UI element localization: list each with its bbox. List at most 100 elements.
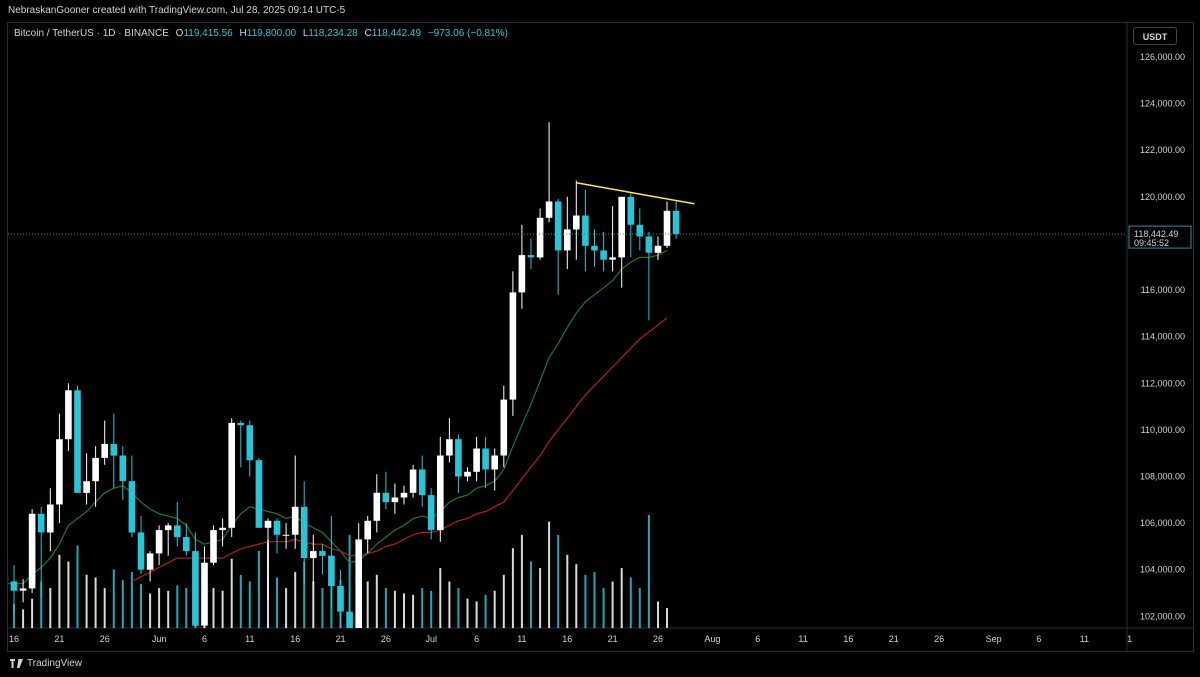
volume-bar (657, 601, 659, 628)
volume-bar (439, 568, 442, 628)
candle (464, 467, 471, 482)
candle-body (409, 469, 417, 493)
candle (155, 525, 163, 566)
candle-body (83, 481, 90, 493)
candle (364, 516, 371, 554)
close-label: C (364, 28, 372, 39)
candle (518, 224, 526, 309)
x-tick-label: Jul (425, 634, 437, 644)
top-bar: NebraskanGooner created with TradingView… (0, 0, 1200, 22)
candle-body (446, 439, 453, 456)
candle (455, 434, 462, 493)
candle-body (282, 534, 290, 536)
candle-body (264, 520, 272, 528)
volume-bar (4, 615, 6, 628)
plot-area (4, 122, 695, 628)
candle-body (554, 201, 562, 251)
volume-bar (312, 581, 315, 628)
volume-bar (511, 548, 514, 628)
candle-body (573, 215, 580, 230)
volume-bar (375, 574, 378, 628)
volume-bar (140, 584, 142, 628)
brand[interactable]: TradingView (10, 658, 82, 669)
candle (500, 385, 508, 468)
candle-body (237, 422, 244, 426)
volume-bar (593, 572, 596, 628)
candle (174, 502, 181, 547)
candle (291, 455, 299, 549)
volume-bar (40, 581, 43, 628)
candle (210, 525, 217, 566)
candle (219, 518, 226, 547)
volume-bar (602, 588, 605, 628)
volume-bar (22, 609, 25, 628)
volume-bar (566, 554, 569, 628)
candle (65, 383, 72, 451)
candle-body (346, 611, 353, 628)
candle (400, 485, 408, 505)
close-value: 118,442.49 (371, 28, 422, 39)
candle-body (382, 492, 390, 503)
candle (582, 189, 589, 272)
candle-body (56, 439, 63, 505)
candle-body (654, 245, 662, 253)
candle-body (427, 495, 435, 531)
volume-bar (76, 545, 79, 628)
x-tick-label: 21 (889, 634, 899, 644)
volume-bar (58, 554, 61, 628)
candle (446, 418, 453, 463)
candle-body (672, 210, 680, 235)
price-tag-box (1128, 225, 1192, 249)
volume-bar (366, 581, 369, 628)
currency-button[interactable]: USDT (1133, 27, 1177, 45)
high-value: 119,800.00 (246, 28, 297, 39)
candle-body (92, 457, 99, 482)
volume-bar (520, 534, 523, 628)
candle-body (273, 520, 281, 535)
candle-body (482, 448, 489, 470)
volume-bar (103, 588, 106, 628)
volume-bar (530, 561, 532, 628)
volume-bar (130, 572, 133, 628)
created-by-text: NebraskanGooner created with TradingView… (8, 5, 346, 16)
candle-body (74, 390, 81, 493)
candle (663, 201, 671, 249)
x-tick-label: 26 (381, 634, 391, 644)
candle (92, 446, 99, 507)
volume-bar (620, 568, 623, 628)
candle-body (491, 455, 498, 470)
candle-body (291, 506, 299, 535)
candle-body (591, 245, 598, 251)
volume-bar (276, 577, 278, 628)
volume-bar (557, 534, 560, 628)
volume-bar (638, 588, 641, 628)
x-tick-label: 6 (202, 634, 207, 644)
symbol-name[interactable]: Bitcoin / TetherUS · 1D · BINANCE (14, 28, 169, 39)
candle (228, 418, 235, 538)
candle (310, 534, 317, 584)
y-tick-label: 110,000.00 (1141, 425, 1185, 435)
candle-body (391, 497, 399, 503)
candle (273, 518, 281, 554)
candle-body (137, 532, 145, 570)
y-tick-label: 114,000.00 (1141, 332, 1185, 342)
candle (146, 551, 154, 582)
trendline (576, 182, 695, 205)
candle (164, 523, 172, 556)
volume-bar (548, 521, 551, 628)
candle (618, 196, 625, 288)
candle-body (183, 537, 190, 552)
candle (101, 420, 108, 465)
candle (437, 436, 444, 542)
candle (355, 523, 362, 628)
candle (536, 208, 544, 260)
x-tick-label: Sep (986, 634, 1002, 644)
candle (591, 229, 598, 267)
volume-bar (294, 572, 297, 628)
candle-body (47, 504, 54, 533)
candle (246, 420, 254, 477)
volume-bar (629, 577, 632, 628)
candle-body (645, 236, 653, 253)
volume-bar (448, 581, 451, 628)
